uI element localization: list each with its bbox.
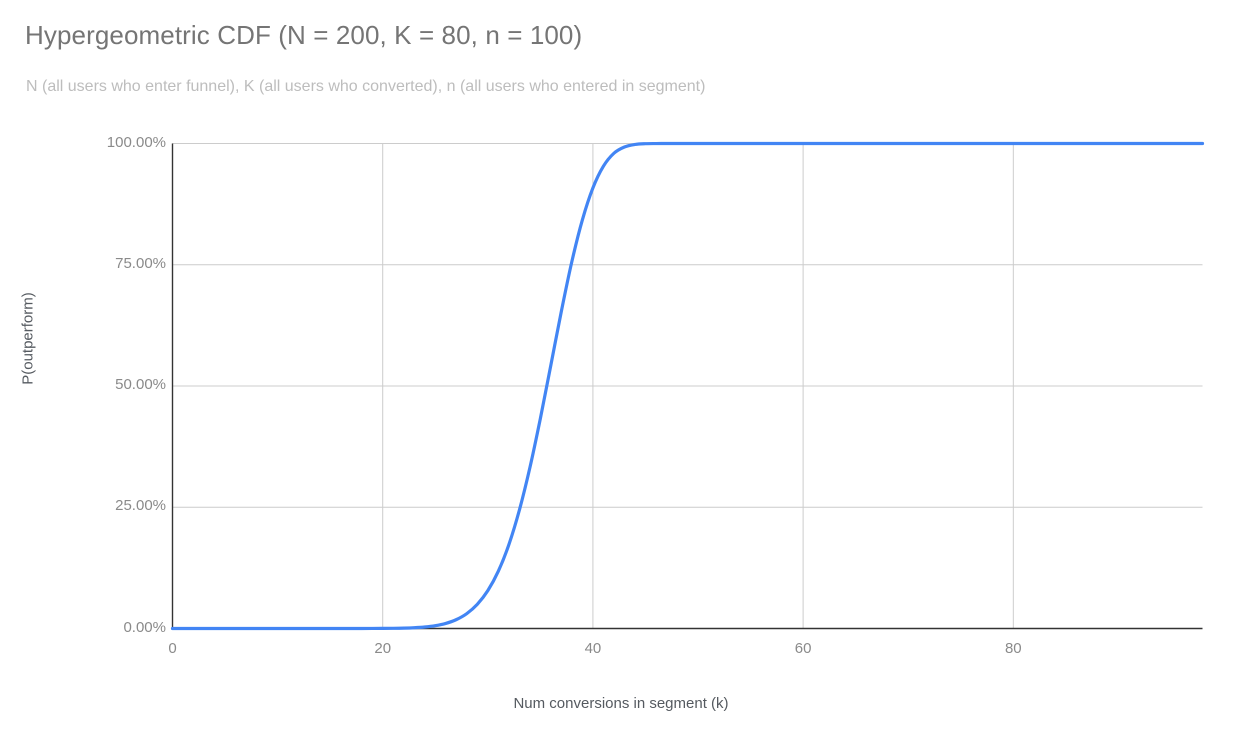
y-tick-label: 75.00% — [115, 254, 166, 272]
x-tick-label: 60 — [794, 640, 812, 657]
cdf-curve — [170, 141, 1205, 631]
y-tick-label: 100.00% — [106, 133, 166, 151]
x-tick-label: 80 — [1004, 640, 1022, 657]
x-axis-title: Num conversions in segment (k) — [513, 695, 729, 712]
chart-subtitle: N (all users who enter funnel), K (all u… — [26, 78, 706, 95]
x-tick-label: 0 — [168, 640, 177, 657]
x-tick-label: 40 — [584, 640, 602, 657]
y-tick-label: 0.00% — [123, 618, 166, 636]
gridlines-group — [172, 143, 1203, 629]
y-axis-title: P(outperform) — [19, 292, 37, 385]
chart-title: Hypergeometric CDF (N = 200, K = 80, n =… — [25, 20, 583, 50]
x-tick-label: 20 — [374, 640, 392, 657]
y-tick-label: 50.00% — [115, 376, 166, 393]
y-tick-label: 25.00% — [115, 497, 166, 515]
